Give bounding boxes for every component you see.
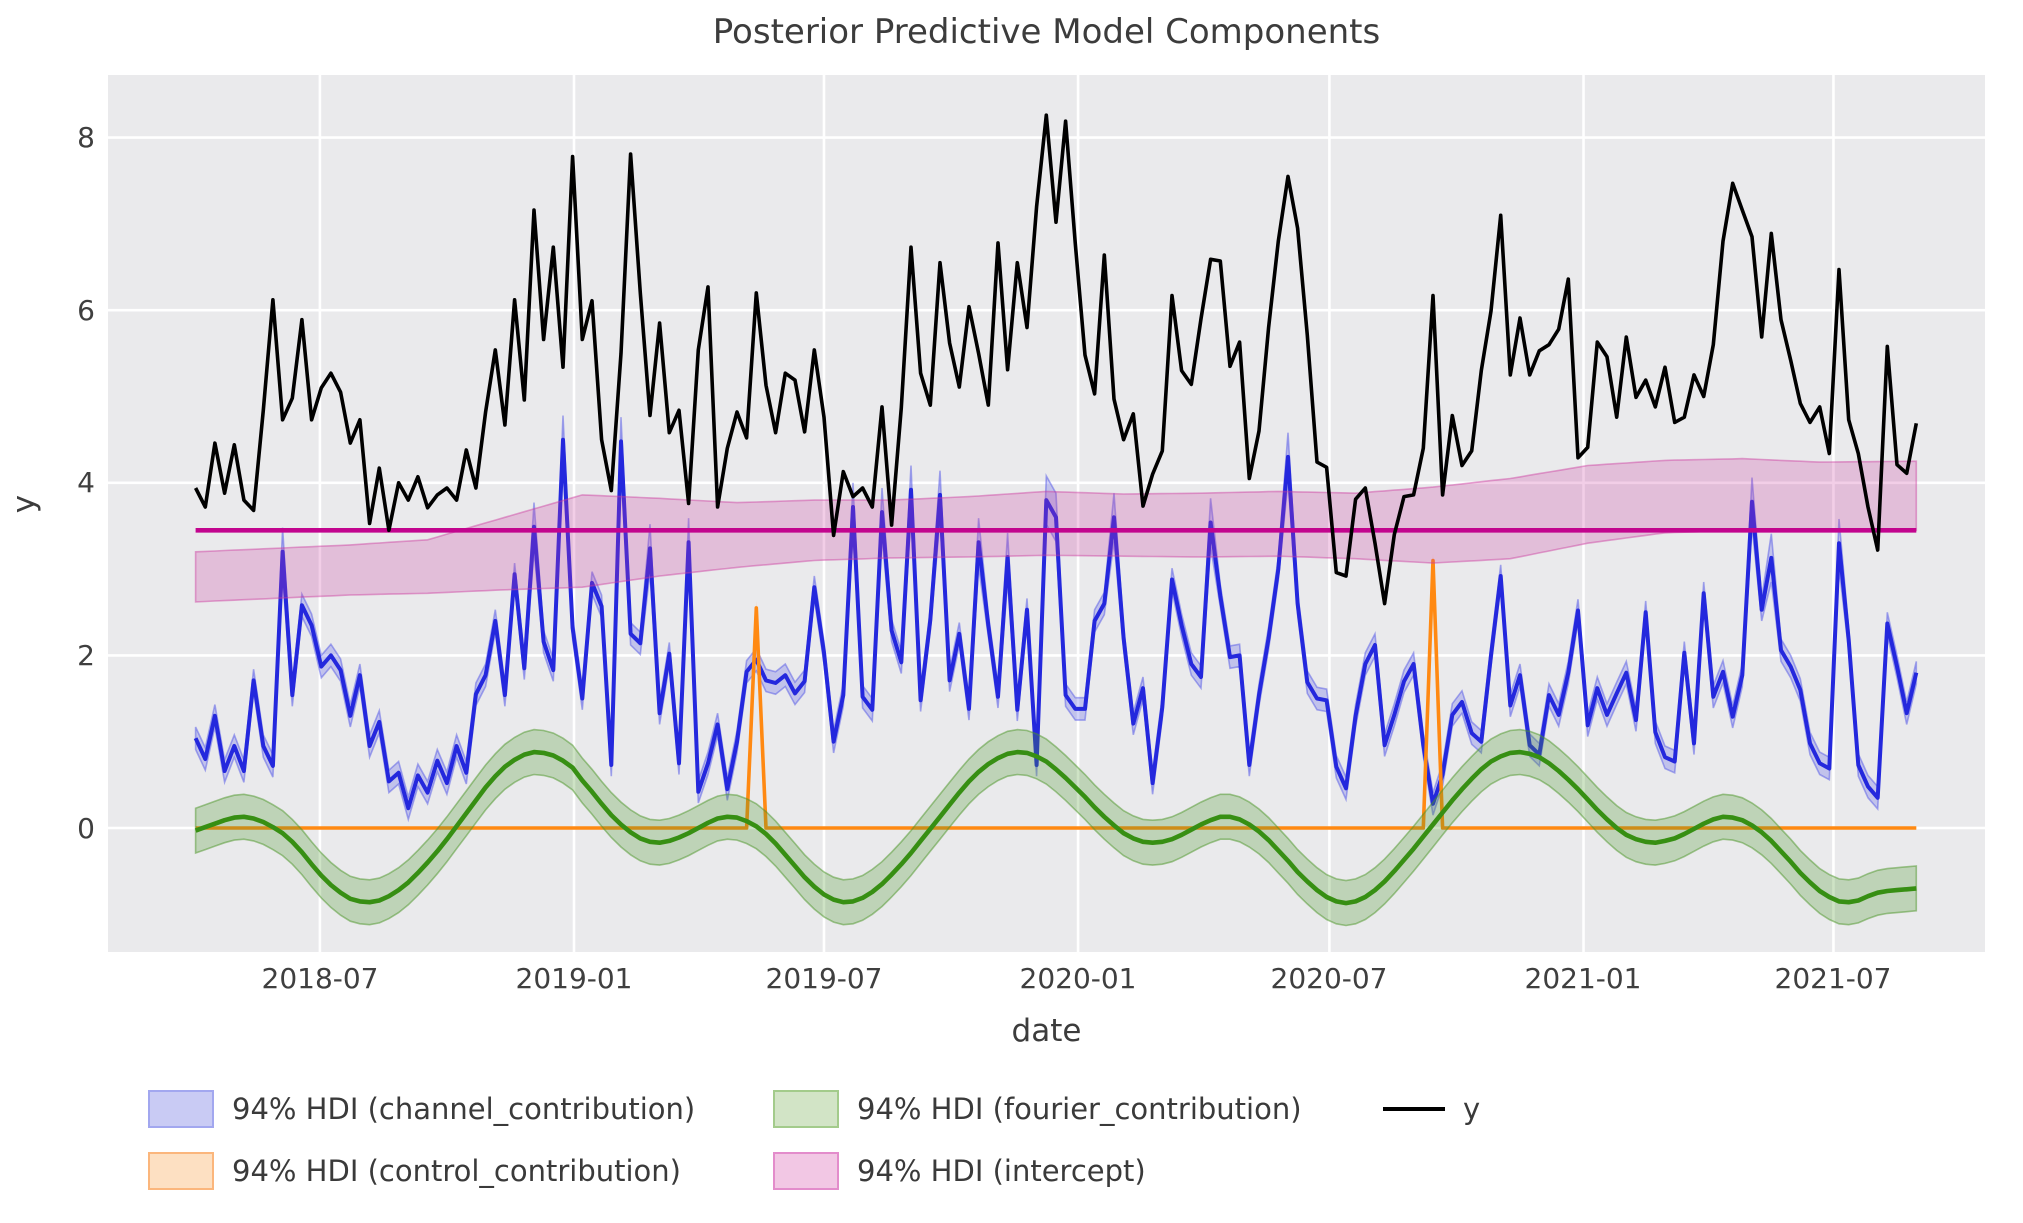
y-tick-4: 4	[77, 466, 95, 499]
x-tick-2019-07: 2019-07	[765, 962, 883, 995]
chart-title: Posterior Predictive Model Components	[712, 12, 1381, 52]
x-tick-2021-07: 2021-07	[1774, 962, 1892, 995]
x-tick-2021-01: 2021-01	[1524, 962, 1642, 995]
intercept-hdi-swatch	[773, 1152, 839, 1190]
x-tick-2019-01: 2019-01	[515, 962, 633, 995]
legend-item-channel: 94% HDI (channel_contribution)	[148, 1090, 773, 1128]
legend-item-control: 94% HDI (control_contribution)	[148, 1152, 773, 1190]
legend-label-intercept: 94% HDI (intercept)	[857, 1154, 1146, 1188]
legend-item-intercept: 94% HDI (intercept)	[773, 1152, 1383, 1190]
legend-label-fourier: 94% HDI (fourier_contribution)	[857, 1092, 1302, 1126]
y-tick-8: 8	[77, 121, 95, 154]
control-hdi-swatch	[148, 1152, 214, 1190]
y-tick-2: 2	[77, 639, 95, 672]
y-axis-label: y	[6, 494, 42, 514]
legend-item-fourier: 94% HDI (fourier_contribution)	[773, 1090, 1383, 1128]
legend: 94% HDI (channel_contribution) 94% HDI (…	[148, 1078, 1908, 1202]
legend-label-y: y	[1463, 1092, 1481, 1126]
y-tick-6: 6	[77, 294, 95, 327]
channel-hdi-swatch	[148, 1090, 214, 1128]
fourier-hdi-swatch	[773, 1090, 839, 1128]
legend-label-control: 94% HDI (control_contribution)	[232, 1154, 681, 1188]
x-tick-2020-07: 2020-07	[1270, 962, 1388, 995]
x-axis-label: date	[1011, 1013, 1082, 1049]
x-tick-2018-07: 2018-07	[261, 962, 379, 995]
legend-label-channel: 94% HDI (channel_contribution)	[232, 1092, 696, 1126]
legend-item-y: y	[1383, 1092, 1480, 1126]
y-line-sample	[1383, 1107, 1445, 1111]
x-tick-2020-01: 2020-01	[1019, 962, 1137, 995]
y-tick-0: 0	[77, 812, 95, 845]
